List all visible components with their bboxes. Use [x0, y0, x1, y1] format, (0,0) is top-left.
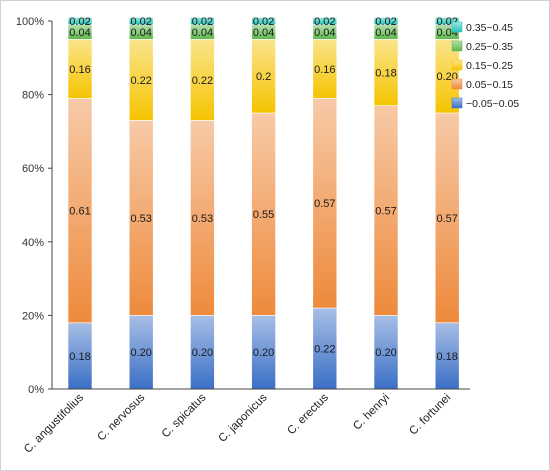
bar-segment	[128, 120, 154, 316]
legend-swatch	[451, 21, 463, 33]
data-label: 0.02	[375, 16, 396, 28]
data-label: 0.22	[314, 344, 335, 356]
legend: 0.35~0.45 0.25~0.35 0.15~0.25 0.05~0.15 −0.0…	[451, 21, 519, 110]
bar-segment	[190, 120, 215, 316]
data-label: 0.02	[130, 16, 151, 28]
data-label: 0.02	[192, 16, 213, 28]
bar-segment	[312, 39, 338, 99]
bar-segment	[251, 112, 276, 316]
legend-swatch	[451, 59, 463, 71]
y-tick-label: 100%	[16, 16, 44, 28]
data-label: 0.61	[69, 206, 90, 218]
bar-segment	[190, 315, 215, 390]
bar-segment	[312, 97, 338, 309]
bar-segment	[373, 39, 399, 106]
data-label: 0.02	[314, 16, 335, 28]
bar-segment	[434, 17, 460, 25]
legend-swatch	[451, 40, 463, 52]
legend-swatch	[451, 97, 463, 109]
y-tick-label: 0%	[28, 384, 44, 396]
bar-segment	[251, 39, 276, 114]
legend-label: 0.35~0.45	[466, 22, 513, 34]
y-tick-label: 80%	[22, 90, 44, 102]
bar-segment	[128, 17, 154, 25]
legend-label: −0.05~0.05	[466, 98, 519, 110]
bar-segment	[190, 17, 215, 25]
legend-label: 0.25~0.35	[466, 41, 513, 53]
y-tick-label: 40%	[22, 237, 44, 249]
bar-segment	[373, 105, 399, 316]
data-label: 0.22	[192, 75, 213, 87]
data-label: 0.04	[130, 27, 151, 39]
bar-segment	[434, 112, 460, 324]
data-label: 0.16	[314, 64, 335, 76]
data-label: 0.18	[436, 351, 457, 363]
data-label: 0.22	[130, 75, 151, 87]
bar-segment	[251, 17, 276, 25]
data-label: 0.57	[436, 213, 457, 225]
data-label: 0.18	[375, 68, 396, 80]
data-label: 0.02	[253, 16, 274, 28]
bar-segment	[434, 322, 460, 390]
data-label: 0.04	[69, 27, 90, 39]
data-label: 0.57	[375, 206, 396, 218]
y-tick-label: 60%	[22, 163, 44, 175]
bar-segment	[67, 17, 93, 25]
bar-segment	[190, 39, 215, 121]
data-label: 0.16	[69, 64, 90, 76]
bar-segment	[373, 17, 399, 25]
bar-segment	[67, 322, 93, 390]
bar-segment	[67, 97, 93, 324]
y-tick-label: 20%	[22, 310, 44, 322]
legend-label: 0.15~0.25	[466, 60, 513, 72]
data-label: 0.20	[192, 347, 213, 359]
data-label: 0.57	[314, 198, 335, 210]
bar-segment	[312, 17, 338, 25]
data-label: 0.04	[375, 27, 396, 39]
data-label: 0.53	[192, 213, 213, 225]
data-label: 0.18	[69, 351, 90, 363]
bars-group: 0.180.610.160.040.020.200.530.220.040.02…	[67, 16, 460, 390]
bar-segment	[128, 39, 154, 121]
data-label: 0.02	[69, 16, 90, 28]
data-label: 0.04	[192, 27, 213, 39]
data-label: 0.20	[253, 347, 274, 359]
data-label: 0.04	[314, 27, 335, 39]
bar-segment	[373, 315, 399, 390]
data-label: 0.04	[253, 27, 274, 39]
bar-segment	[128, 315, 154, 390]
data-label: 0.53	[130, 213, 151, 225]
data-label: 0.20	[130, 347, 151, 359]
data-label: 0.2	[256, 71, 271, 83]
legend-label: 0.05~0.15	[466, 79, 513, 91]
legend-swatch	[451, 78, 463, 90]
bar-segment	[67, 39, 93, 99]
data-label: 0.20	[375, 347, 396, 359]
data-label: 0.55	[253, 209, 274, 221]
y-axis: 0% 20% 40% 60% 80% 100%	[16, 16, 53, 396]
